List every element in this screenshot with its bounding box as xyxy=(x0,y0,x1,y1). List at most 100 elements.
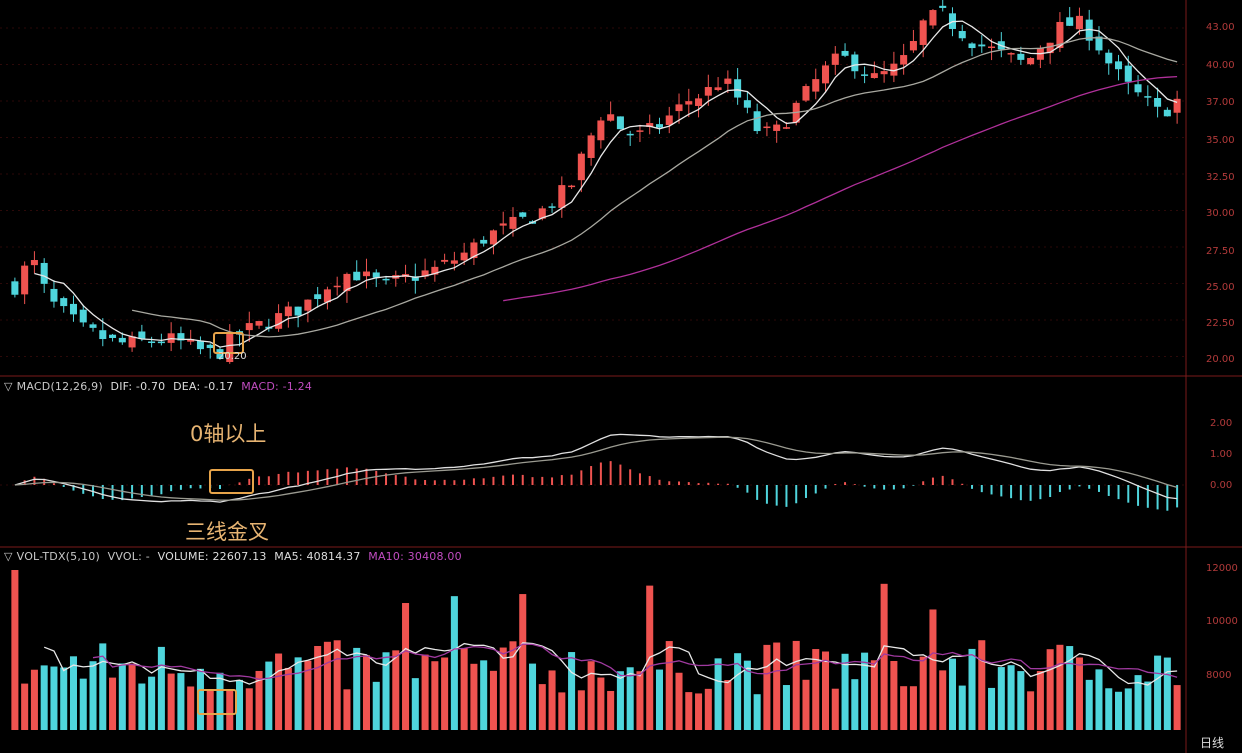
volume-bar xyxy=(99,643,107,730)
candle-body xyxy=(587,135,595,158)
candle-body xyxy=(255,321,263,326)
price-tick: 43.00 xyxy=(1206,22,1235,33)
volume-bar xyxy=(714,658,722,730)
volume-bar xyxy=(782,685,790,730)
candle-body xyxy=(489,230,497,245)
macd-tick: 2.00 xyxy=(1210,418,1233,429)
volume-bar xyxy=(802,679,810,730)
candle-body xyxy=(431,266,439,275)
candle-body xyxy=(362,271,370,277)
volume-bar xyxy=(1056,644,1064,730)
price-tick: 25.00 xyxy=(1206,282,1235,293)
period-label[interactable]: 日线 xyxy=(1200,736,1225,750)
volume-bar xyxy=(138,683,146,730)
volume-bar xyxy=(1036,671,1044,730)
macd-header: ▽ MACD(12,26,9) DIF: -0.70 DEA: -0.17 MAC… xyxy=(4,380,316,393)
candle-body xyxy=(1105,52,1113,64)
volume-bar xyxy=(499,647,507,730)
price-tick: 22.50 xyxy=(1206,318,1235,329)
candle-body xyxy=(577,153,585,181)
candle-body xyxy=(333,285,341,288)
candle-body xyxy=(148,341,156,343)
price-tick: 40.00 xyxy=(1206,60,1235,71)
macd-collapse-icon[interactable]: ▽ xyxy=(4,380,13,393)
price-tick: 37.00 xyxy=(1206,97,1235,108)
volume-bar xyxy=(392,650,400,730)
volume-bar xyxy=(255,670,263,730)
volume-bar xyxy=(21,683,29,730)
candle-body xyxy=(499,223,507,226)
volume-bar xyxy=(489,670,497,730)
volume-bar xyxy=(948,658,956,730)
volume-bar xyxy=(226,689,234,730)
candle-body xyxy=(109,334,117,339)
candle-body xyxy=(568,185,576,188)
volume-bar xyxy=(958,685,966,730)
candle-body xyxy=(831,53,839,65)
candle-body xyxy=(655,124,663,128)
candle-body xyxy=(284,306,292,317)
candle-body xyxy=(714,87,722,91)
volume-bar xyxy=(89,661,97,730)
volume-bar xyxy=(1085,679,1093,730)
volume-bar xyxy=(187,686,195,730)
volume-bar xyxy=(402,603,410,730)
volume-bar xyxy=(997,667,1005,730)
volume-bar xyxy=(60,667,68,730)
candle-body xyxy=(909,41,917,51)
volume-bar xyxy=(421,654,429,730)
candle-body xyxy=(1173,98,1181,113)
volume-bar xyxy=(968,648,976,730)
ma-long-line xyxy=(503,75,1178,302)
candle-body xyxy=(900,55,908,65)
volume-bar xyxy=(11,570,19,730)
candle-body xyxy=(470,242,478,259)
volume-bar xyxy=(1144,681,1152,730)
candle-body xyxy=(69,303,77,315)
candle-body xyxy=(685,101,693,105)
candle-body xyxy=(626,133,634,136)
candle-body xyxy=(665,115,673,125)
candle-body xyxy=(929,10,937,26)
candle-body xyxy=(509,216,517,229)
candle-body xyxy=(1124,65,1132,82)
candle-body xyxy=(226,332,234,363)
volume-bar xyxy=(665,641,673,730)
volume-bar xyxy=(109,677,117,730)
volume-bar xyxy=(69,656,77,730)
volume-bar xyxy=(929,609,937,730)
volume-bar xyxy=(450,596,458,730)
candle-body xyxy=(558,185,566,208)
volume-bar xyxy=(812,649,820,730)
candle-body xyxy=(870,73,878,79)
candle-body xyxy=(724,78,732,84)
volume-bar xyxy=(411,678,419,730)
volume-bar xyxy=(157,646,165,730)
volume-bar xyxy=(167,673,175,730)
candle-body xyxy=(1066,17,1074,26)
candle-body xyxy=(734,79,742,98)
volume-bar xyxy=(636,671,644,730)
volume-bar xyxy=(509,641,517,730)
candle-body xyxy=(978,44,986,47)
macd-dif-line xyxy=(14,433,1178,503)
volume-bar xyxy=(675,672,683,730)
candle-body xyxy=(538,208,546,219)
volume-bar xyxy=(284,667,292,730)
volume-collapse-icon[interactable]: ▽ xyxy=(4,550,13,563)
volume-tick: 10000 xyxy=(1206,616,1238,627)
volume-bar xyxy=(978,640,986,730)
volume-bar xyxy=(548,670,556,730)
candle-body xyxy=(812,79,820,92)
volume-bar xyxy=(265,661,273,730)
volume-bar xyxy=(1027,691,1035,730)
volume-bar xyxy=(519,594,527,730)
candle-body xyxy=(157,341,165,344)
volume-bar xyxy=(909,686,917,730)
volume-bar xyxy=(587,661,595,730)
volume-bar xyxy=(382,652,390,730)
volume-bar xyxy=(1066,646,1074,730)
volume-bar xyxy=(695,693,703,730)
macd-tick: 0.00 xyxy=(1210,480,1233,491)
volume-bar xyxy=(1124,688,1132,730)
